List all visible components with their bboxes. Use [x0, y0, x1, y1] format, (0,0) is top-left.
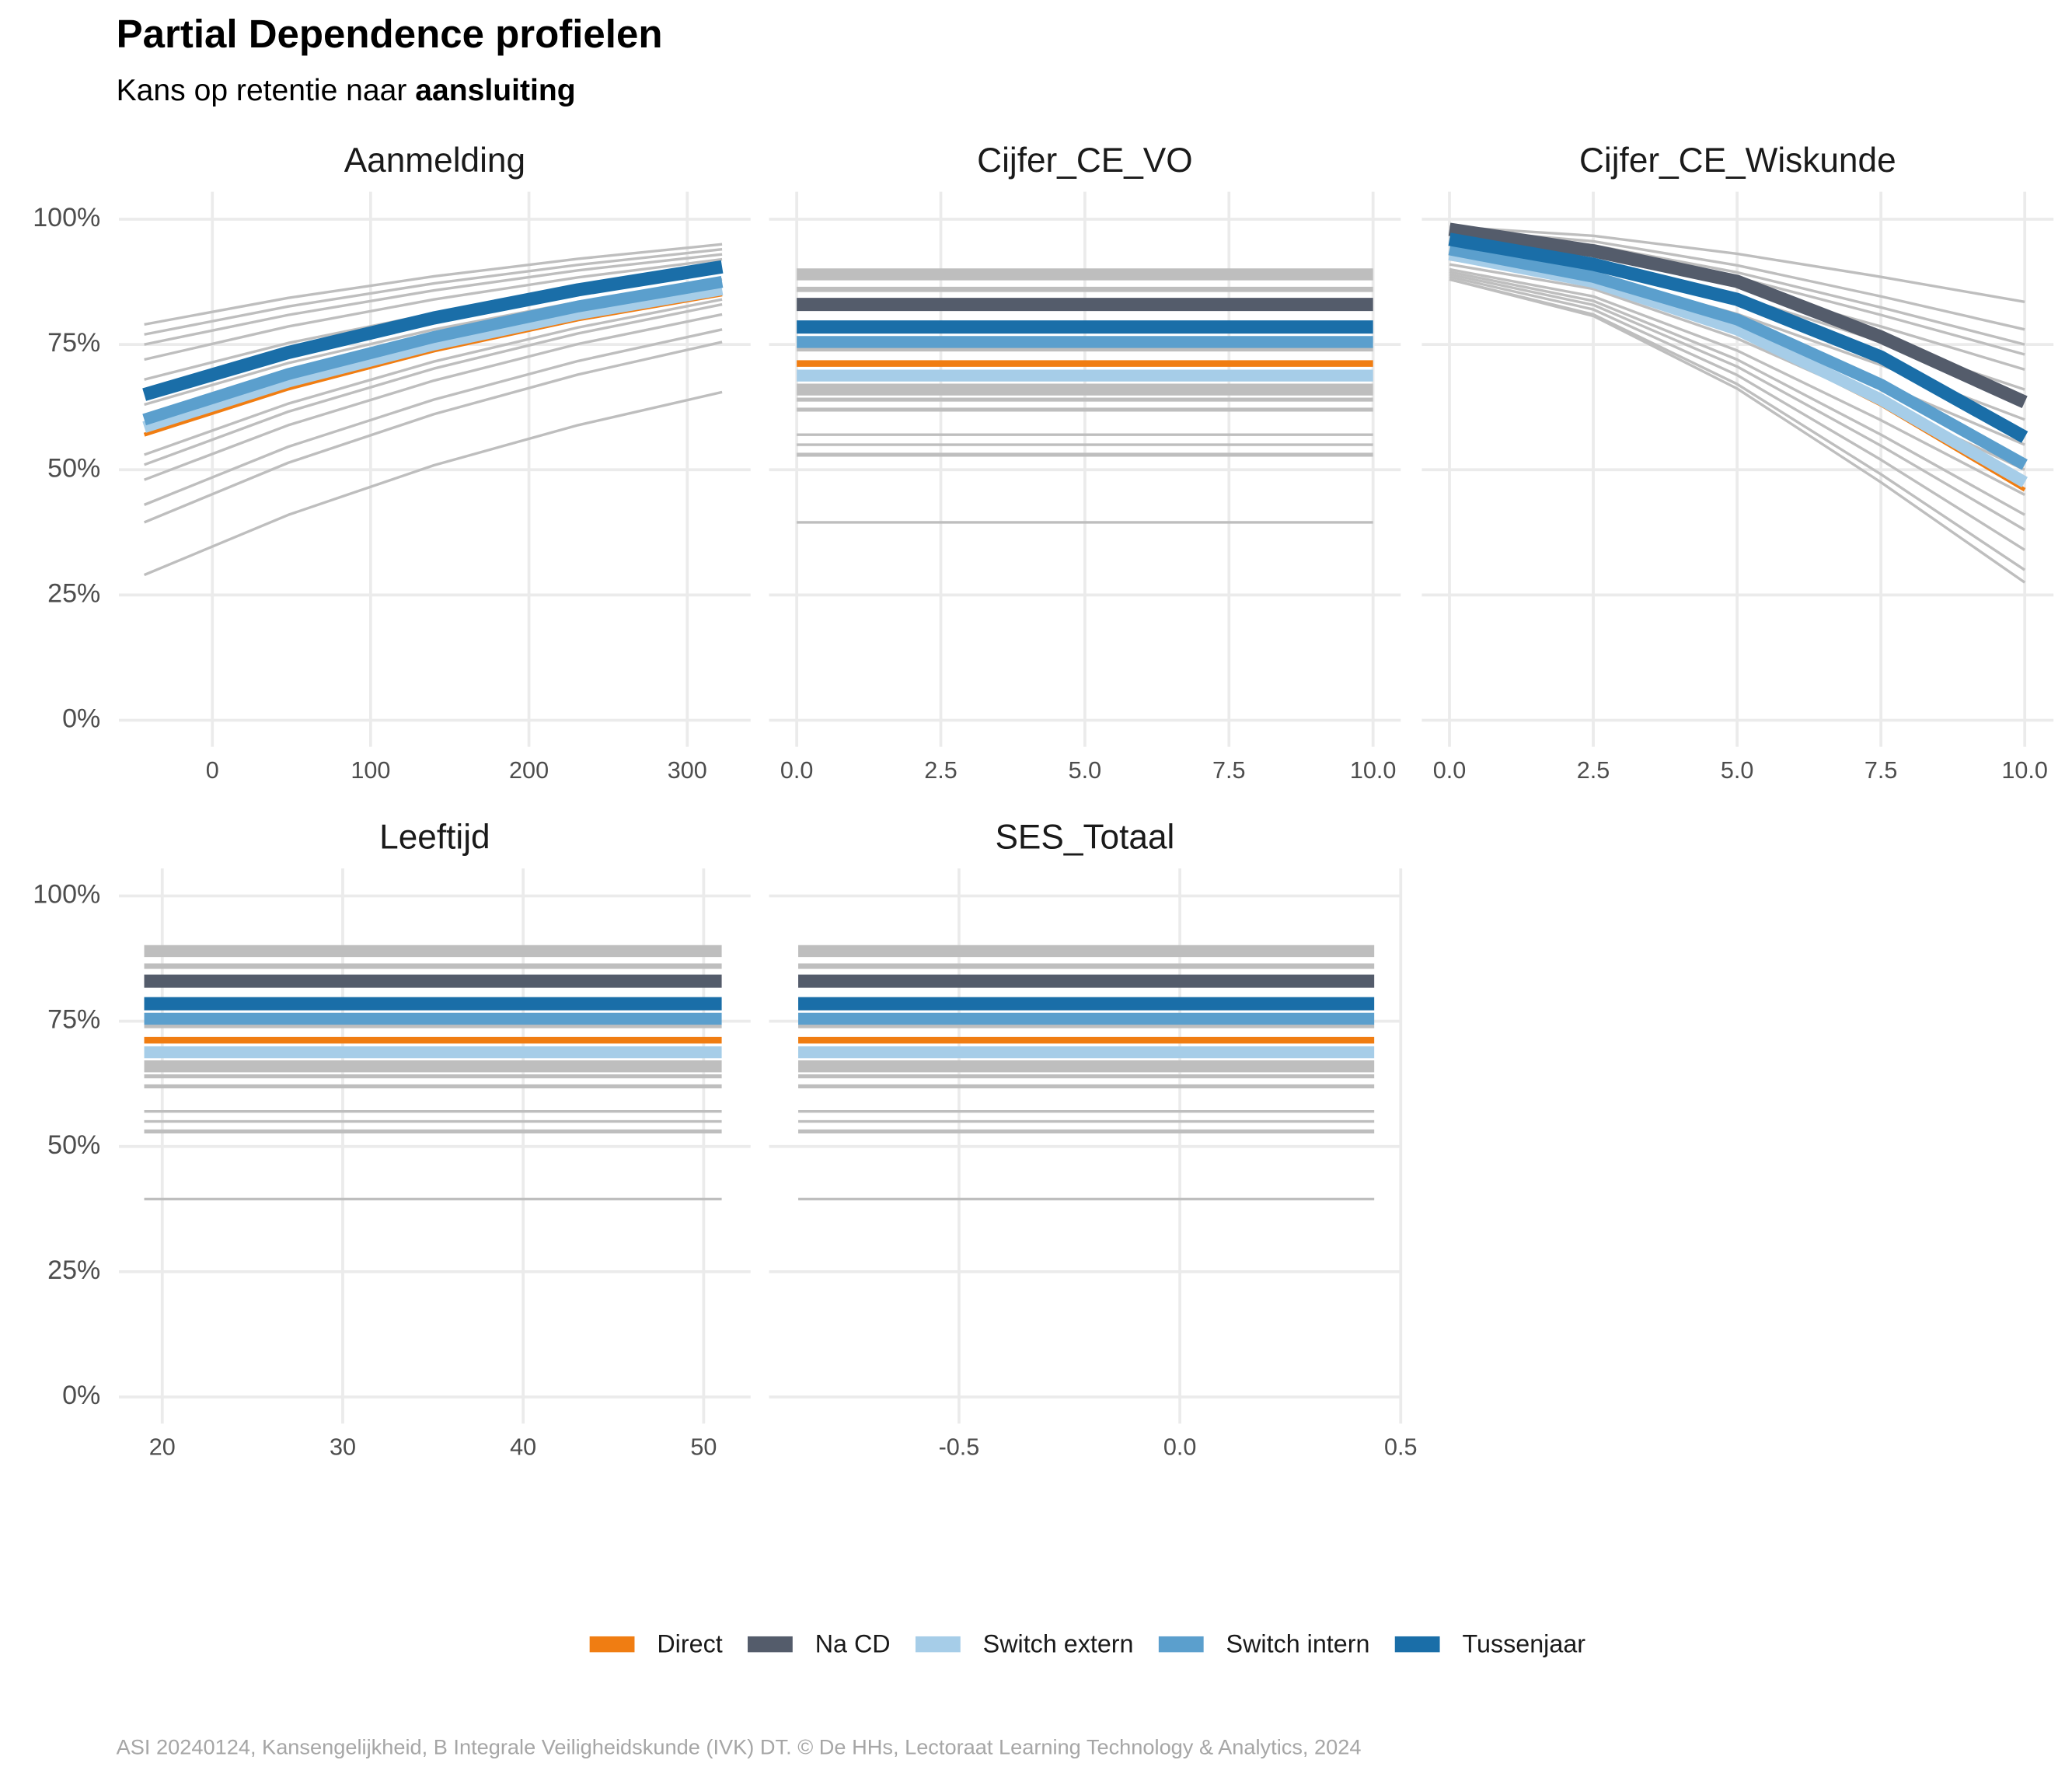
facet: SES_Totaal -0.5 0.0 0.5 [769, 818, 1418, 1461]
series-line [142, 260, 724, 401]
profile-line [1449, 271, 2026, 516]
legend-key [748, 1636, 793, 1653]
caption: ASI 20240124, Kansengelijkheid, B Integr… [117, 1735, 1362, 1759]
profile-line [144, 298, 723, 456]
legend-label: Switch intern [1226, 1629, 1370, 1657]
profile-line [143, 340, 723, 524]
y-tick-label: 25% [47, 578, 100, 608]
x-tick-label: 7.5 [1864, 757, 1898, 784]
x-tick-label: 10.0 [2001, 757, 2048, 784]
x-tick-label: 5.0 [1069, 757, 1102, 784]
facet-title: SES_Totaal [995, 818, 1174, 856]
chart-title: Partial Dependence profielen [117, 12, 663, 56]
facet: Cijfer_CE_VO 0.0 2.5 5.0 7.5 10.0 [769, 141, 1401, 784]
legend-label: Tussenjaar [1462, 1629, 1585, 1657]
x-tick-label: 10.0 [1350, 757, 1397, 784]
profile-line [143, 328, 723, 506]
x-tick-label: 0.0 [1433, 757, 1467, 784]
y-tick-label: 50% [47, 1130, 100, 1160]
y-tick-label: 50% [47, 453, 100, 483]
profile-line [143, 390, 723, 577]
facet: Cijfer_CE_Wiskunde 0.0 2.5 5.0 7.5 10.0 [1421, 141, 2054, 784]
series-line [1448, 243, 2028, 470]
profile-line [1449, 275, 2026, 551]
legend-label: Na CD [815, 1629, 891, 1657]
legend-key [1158, 1636, 1204, 1653]
legend-label: Switch extern [983, 1629, 1134, 1657]
facet: Aanmelding 0% 25% 50% 75% 100% 0 100 200 300 [33, 141, 751, 784]
y-tick-label: 75% [47, 1005, 100, 1035]
facet-title: Cijfer_CE_Wiskunde [1579, 141, 1896, 180]
facet-title: Leeftijd [379, 818, 490, 856]
profile-line [144, 302, 723, 466]
y-tick-label: 100% [33, 203, 100, 232]
subtitle-text: Kans op retentie naar [117, 74, 416, 107]
x-tick-label: 40 [510, 1434, 536, 1461]
series-line [1448, 232, 2028, 443]
profile-line [144, 247, 723, 336]
x-tick-label: 200 [509, 757, 549, 784]
profile-line [144, 313, 723, 481]
legend-key [589, 1636, 635, 1653]
profile-line [144, 253, 723, 346]
y-tick-label: 0% [62, 1381, 100, 1410]
series-line [142, 283, 724, 433]
profile-line [144, 257, 723, 361]
x-tick-label: 50 [690, 1434, 717, 1461]
profile-line [1449, 225, 2025, 304]
legend: Direct Na CD Switch extern Switch intern Tus… [589, 1629, 1585, 1657]
profile-line [144, 243, 723, 327]
facet-title: Aanmelding [344, 141, 525, 180]
legend-label: Direct [657, 1629, 722, 1657]
y-tick-label: 25% [47, 1255, 100, 1285]
legend-key [915, 1636, 961, 1653]
x-tick-label: 2.5 [924, 757, 958, 784]
x-tick-label: 100 [351, 757, 390, 784]
x-tick-label: 0.0 [780, 757, 814, 784]
subtitle-bold: aansluiting [415, 74, 575, 107]
series-line [1448, 222, 2028, 409]
profile-line [1449, 278, 2026, 584]
y-tick-label: 100% [33, 880, 100, 910]
x-tick-label: 7.5 [1212, 757, 1246, 784]
facet: Leeftijd 0% 25% 50% 75% 100% 20 30 40 50 [33, 818, 751, 1461]
x-tick-label: 300 [668, 757, 707, 784]
y-tick-label: 75% [47, 328, 100, 358]
x-tick-label: 2.5 [1577, 757, 1610, 784]
legend-key [1394, 1636, 1440, 1653]
x-tick-label: 30 [330, 1434, 356, 1461]
x-tick-label: 5.0 [1721, 757, 1754, 784]
x-tick-label: 20 [149, 1434, 176, 1461]
profile-line [1449, 267, 2025, 497]
y-tick-label: 0% [62, 704, 100, 734]
facet-title: Cijfer_CE_VO [977, 141, 1193, 180]
x-tick-label: 0 [206, 757, 219, 784]
x-tick-label: 0.0 [1163, 1434, 1197, 1461]
series-line [142, 276, 724, 426]
x-tick-label: 0.5 [1384, 1434, 1418, 1461]
profile-line [1449, 273, 2026, 532]
x-tick-label: -0.5 [939, 1434, 980, 1461]
chart-subtitle: Kans op retentie naar aansluiting [117, 74, 576, 107]
